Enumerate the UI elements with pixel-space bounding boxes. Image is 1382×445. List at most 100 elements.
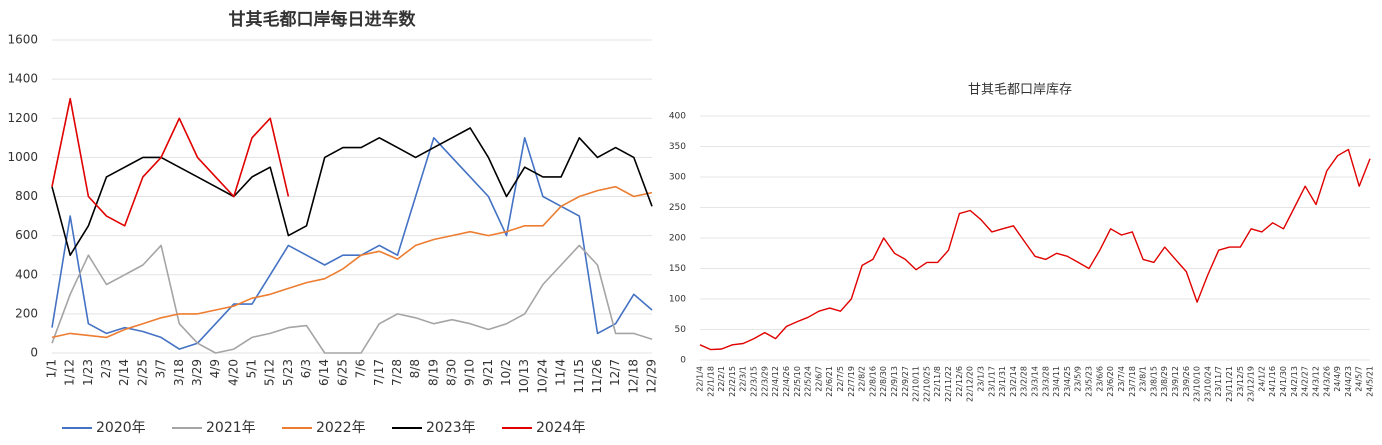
x-tick-label: 22/3/15 bbox=[750, 366, 759, 397]
x-tick-label: 1/1 bbox=[45, 359, 59, 378]
x-tick-label: 22/10/11 bbox=[912, 366, 921, 402]
x-tick-label: 22/2/15 bbox=[728, 366, 737, 397]
legend-label: 2022年 bbox=[316, 420, 366, 436]
series-line bbox=[51, 244, 653, 354]
x-tick-label: 11/4 bbox=[554, 359, 568, 386]
y-tick-label: 1600 bbox=[7, 33, 38, 47]
x-tick-label: 4/20 bbox=[226, 359, 240, 386]
x-tick-label: 23/4/11 bbox=[1052, 366, 1061, 397]
x-tick-label: 10/24 bbox=[535, 359, 549, 394]
x-tick-label: 23/1/31 bbox=[998, 366, 1007, 397]
x-tick-label: 22/6/21 bbox=[825, 366, 834, 397]
x-tick-label: 23/12/5 bbox=[1236, 366, 1245, 397]
x-tick-label: 24/3/26 bbox=[1322, 366, 1331, 397]
x-tick-label: 5/1 bbox=[245, 359, 259, 378]
x-tick-label: 23/9/12 bbox=[1171, 366, 1180, 397]
y-tick-label: 400 bbox=[15, 267, 38, 281]
x-tick-label: 6/3 bbox=[299, 359, 313, 378]
x-tick-label: 24/5/7 bbox=[1355, 366, 1364, 392]
x-tick-label: 12/29 bbox=[645, 359, 659, 394]
x-tick-label: 1/23 bbox=[81, 359, 95, 386]
x-tick-label: 6/14 bbox=[317, 359, 331, 386]
x-tick-label: 23/5/9 bbox=[1074, 366, 1083, 392]
x-tick-label: 23/4/25 bbox=[1063, 366, 1072, 397]
x-tick-label: 23/10/10 bbox=[1193, 366, 1202, 402]
x-tick-label: 22/4/12 bbox=[771, 366, 780, 397]
x-tick-label: 23/3/28 bbox=[1041, 366, 1050, 397]
series-line bbox=[699, 148, 1371, 351]
x-tick-label: 23/5/23 bbox=[1085, 366, 1094, 397]
x-tick-label: 1/12 bbox=[63, 359, 77, 386]
x-tick-label: 11/26 bbox=[590, 359, 604, 394]
y-tick-label: 200 bbox=[669, 234, 686, 244]
x-tick-label: 23/11/7 bbox=[1214, 366, 1223, 397]
x-tick-label: 24/5/21 bbox=[1366, 366, 1375, 397]
x-tick-label: 23/6/20 bbox=[1106, 366, 1115, 397]
x-tick-label: 22/6/7 bbox=[814, 366, 823, 392]
y-tick-label: 600 bbox=[15, 228, 38, 242]
y-tick-label: 400 bbox=[669, 112, 686, 122]
y-tick-label: 150 bbox=[669, 264, 686, 274]
y-tick-label: 50 bbox=[675, 325, 687, 335]
legend-label: 2020年 bbox=[96, 420, 146, 436]
x-tick-label: 22/3/1 bbox=[739, 366, 748, 392]
legend-label: 2023年 bbox=[426, 420, 476, 436]
x-tick-label: 24/3/12 bbox=[1311, 366, 1320, 397]
y-tick-label: 0 bbox=[30, 346, 38, 360]
chart-title: 甘其毛都口岸库存 bbox=[968, 82, 1072, 98]
x-tick-label: 24/4/23 bbox=[1344, 366, 1353, 397]
series-line bbox=[51, 127, 653, 256]
x-tick-label: 23/7/18 bbox=[1128, 366, 1137, 397]
x-tick-label: 6/25 bbox=[335, 359, 349, 386]
x-tick-label: 23/8/1 bbox=[1139, 366, 1148, 392]
x-tick-label: 22/3/29 bbox=[760, 366, 769, 397]
x-tick-label: 2/14 bbox=[117, 359, 131, 386]
x-tick-label: 9/21 bbox=[481, 359, 495, 386]
x-tick-label: 3/7 bbox=[154, 359, 168, 378]
x-tick-label: 22/7/19 bbox=[847, 366, 856, 397]
x-tick-label: 9/10 bbox=[463, 359, 477, 386]
y-tick-label: 0 bbox=[680, 356, 686, 366]
x-tick-label: 22/10/25 bbox=[922, 366, 931, 402]
x-tick-label: 22/9/27 bbox=[901, 366, 910, 397]
x-tick-label: 11/15 bbox=[572, 359, 586, 394]
series-line bbox=[51, 185, 653, 339]
x-tick-label: 24/1/16 bbox=[1268, 366, 1277, 397]
x-tick-label: 24/1/30 bbox=[1279, 366, 1288, 397]
x-tick-label: 5/23 bbox=[281, 359, 295, 386]
x-tick-label: 22/1/18 bbox=[706, 366, 715, 397]
chart-title: 甘其毛都口岸每日进车数 bbox=[229, 9, 417, 30]
x-tick-label: 24/2/13 bbox=[1290, 366, 1299, 397]
y-tick-label: 1200 bbox=[7, 111, 38, 125]
x-tick-label: 23/8/29 bbox=[1160, 366, 1169, 397]
legend-label: 2021年 bbox=[206, 420, 256, 436]
x-tick-label: 23/1/3 bbox=[976, 366, 985, 392]
series-line bbox=[51, 137, 653, 350]
x-tick-label: 23/2/14 bbox=[1009, 366, 1018, 397]
x-tick-label: 24/4/9 bbox=[1333, 366, 1342, 392]
x-tick-label: 3/29 bbox=[190, 359, 204, 386]
x-tick-label: 22/2/1 bbox=[717, 366, 726, 392]
x-tick-label: 23/9/26 bbox=[1182, 366, 1191, 397]
x-tick-label: 10/13 bbox=[517, 359, 531, 394]
x-tick-label: 7/6 bbox=[354, 359, 368, 378]
y-tick-label: 200 bbox=[15, 306, 38, 320]
x-tick-label: 10/2 bbox=[499, 359, 513, 386]
x-tick-label: 22/12/20 bbox=[966, 366, 975, 402]
x-tick-label: 23/7/4 bbox=[1117, 366, 1126, 392]
x-tick-label: 24/1/2 bbox=[1257, 366, 1266, 392]
y-tick-label: 800 bbox=[15, 189, 38, 203]
x-tick-label: 22/1/4 bbox=[696, 366, 705, 392]
x-tick-label: 5/12 bbox=[263, 359, 277, 386]
x-tick-label: 3/18 bbox=[172, 359, 186, 386]
y-tick-label: 100 bbox=[669, 295, 686, 305]
x-tick-label: 7/17 bbox=[372, 359, 386, 386]
x-tick-label: 23/12/19 bbox=[1247, 366, 1256, 402]
x-tick-label: 23/6/6 bbox=[1095, 366, 1104, 392]
y-tick-label: 1400 bbox=[7, 72, 38, 86]
y-tick-label: 350 bbox=[669, 142, 686, 152]
x-tick-label: 2/25 bbox=[135, 359, 149, 386]
x-tick-label: 22/7/5 bbox=[836, 366, 845, 392]
series-line bbox=[51, 97, 290, 227]
